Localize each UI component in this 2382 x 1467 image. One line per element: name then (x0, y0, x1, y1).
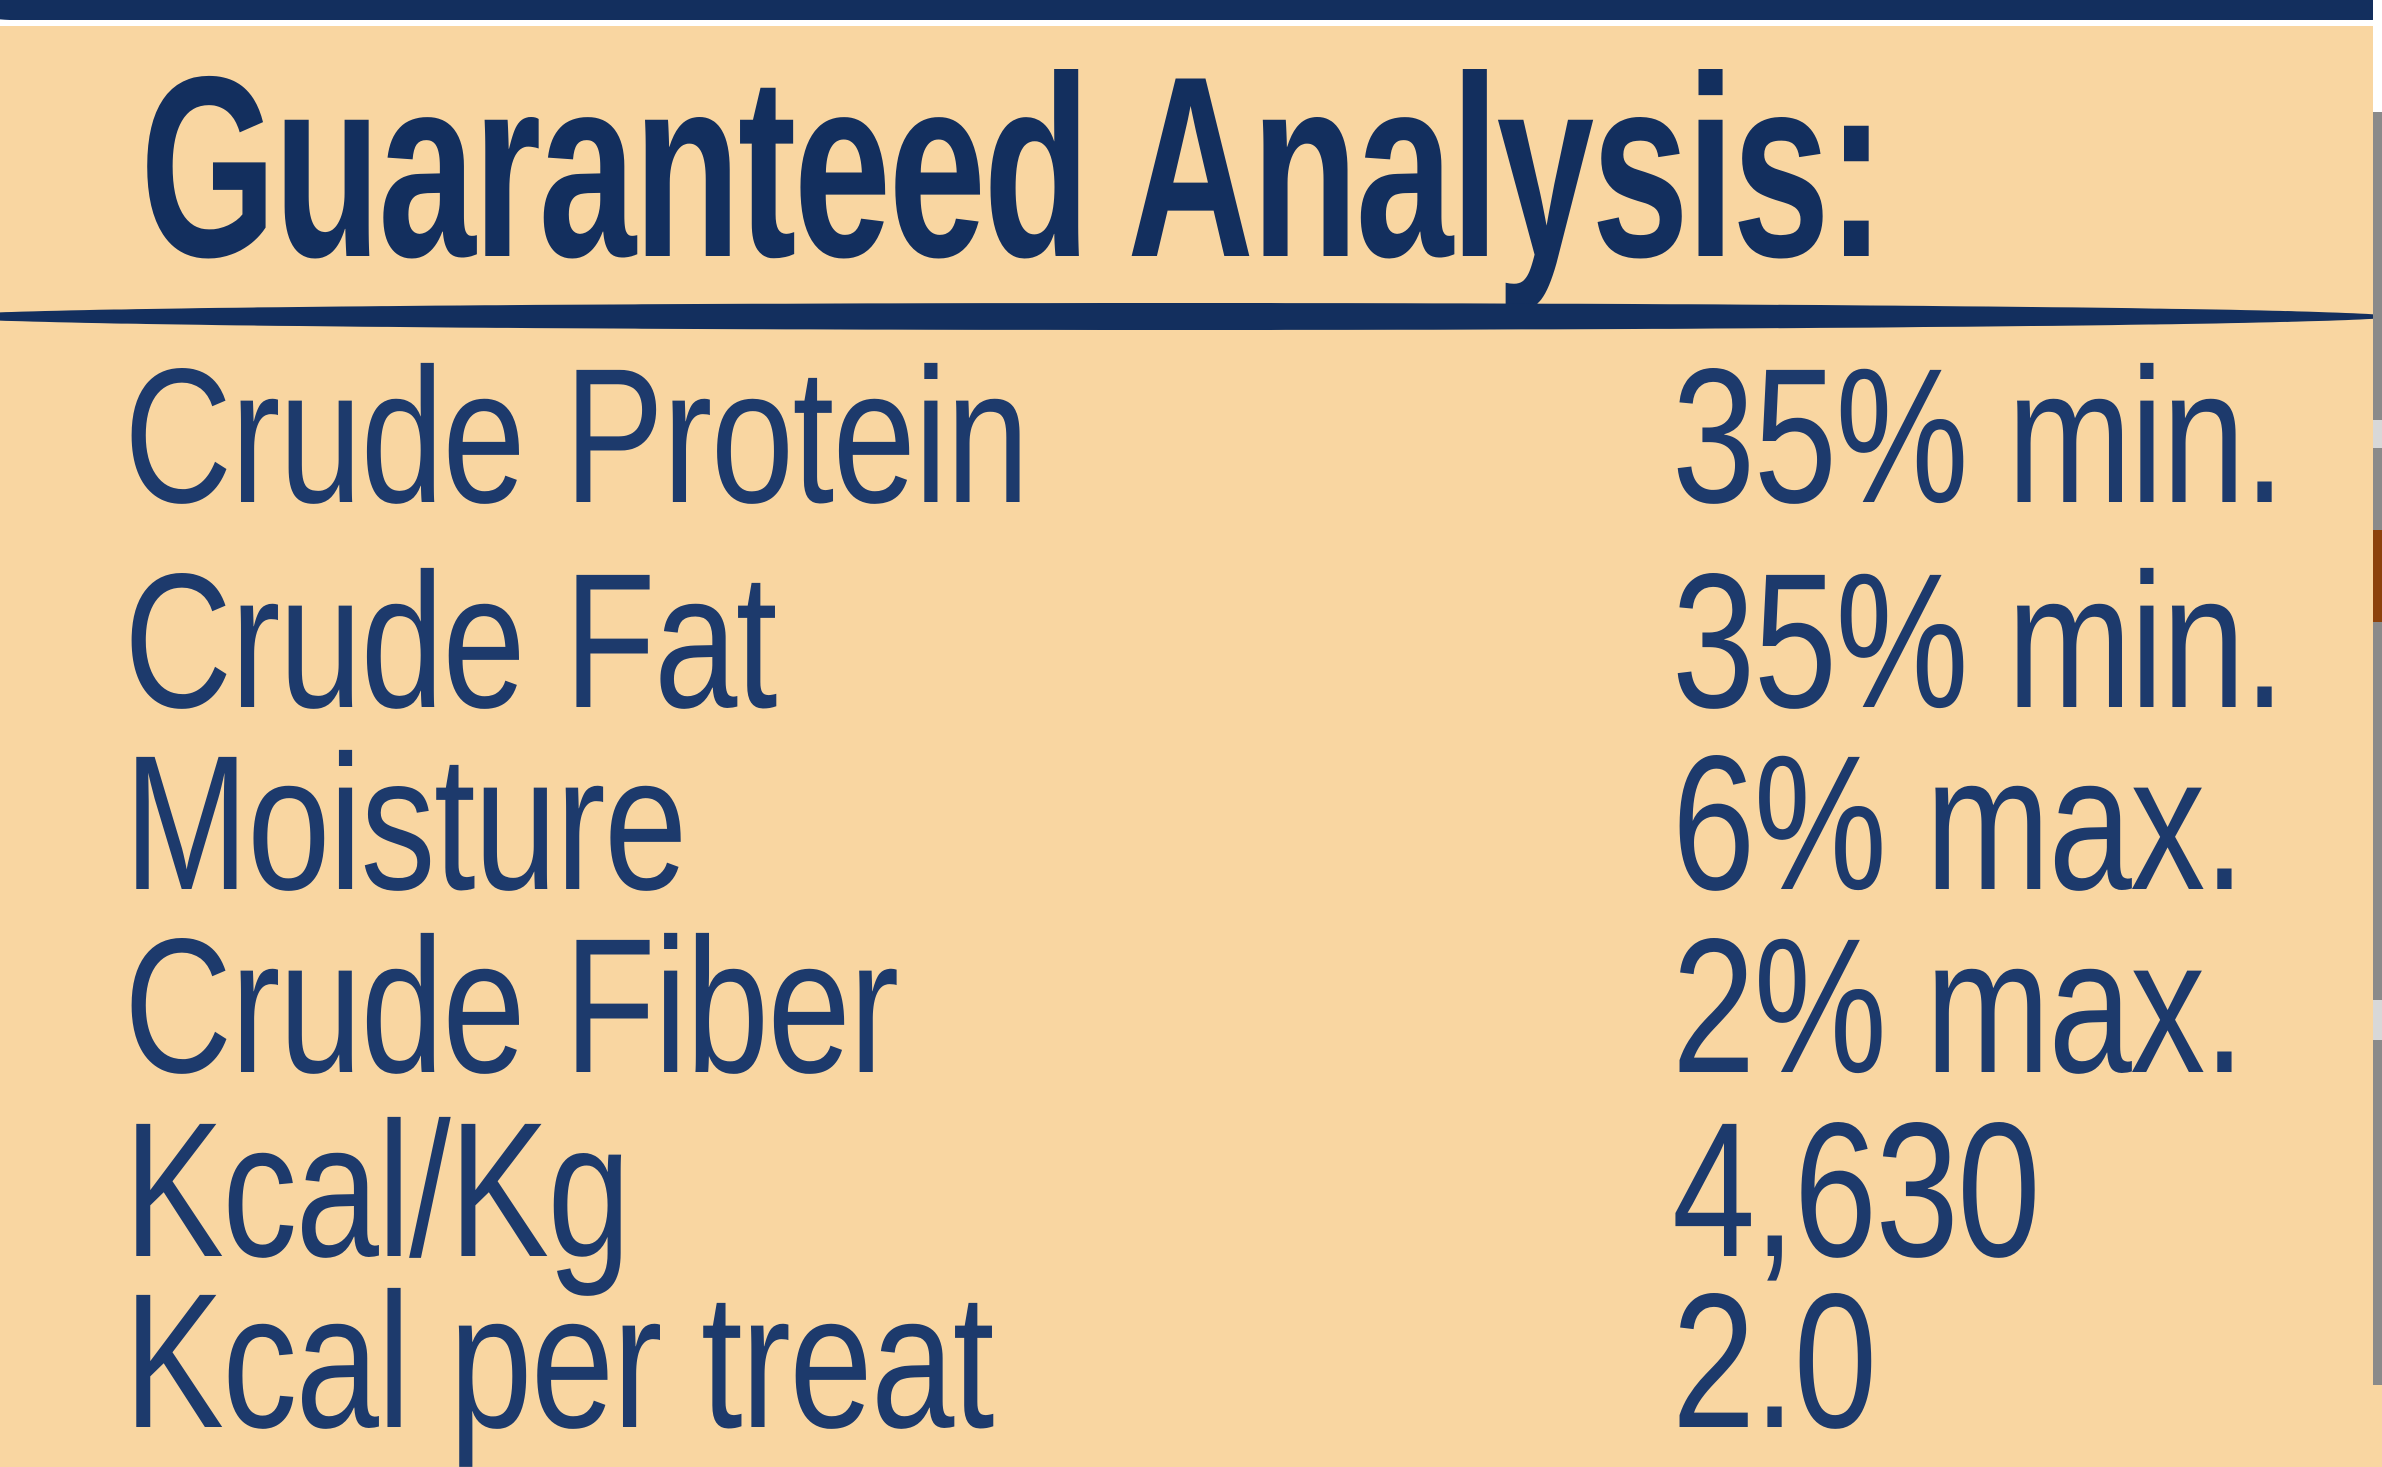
analysis-row: Kcal/Kg 4,630 (0, 1094, 2382, 1294)
analysis-label: Kcal per treat (124, 1253, 994, 1467)
analysis-row: Moisture 6% max. (0, 727, 2382, 927)
top-navy-bar (0, 0, 2382, 20)
analysis-value: 35% min. (1672, 328, 2285, 543)
analysis-label: Moisture (124, 715, 687, 930)
analysis-label: Kcal/Kg (124, 1082, 631, 1297)
analysis-label: Crude Fat (124, 533, 777, 748)
analysis-row: Kcal per treat 2.0 (0, 1265, 2382, 1465)
analysis-label: Crude Fiber (124, 898, 899, 1113)
right-edge-white-segment (2373, 0, 2382, 112)
analysis-value: 35% min. (1672, 533, 2285, 748)
right-edge-light-segment (2373, 420, 2382, 448)
analysis-row: Crude Protein 35% min. (0, 340, 2382, 540)
panel-title: Guaranteed Analysis: (140, 22, 1886, 311)
right-edge-brown-segment (2373, 530, 2382, 622)
analysis-row: Crude Fiber 2% max. (0, 910, 2382, 1110)
analysis-value: 2% max. (1672, 898, 2245, 1113)
analysis-row: Crude Fat 35% min. (0, 545, 2382, 745)
analysis-value: 6% max. (1672, 715, 2245, 930)
analysis-label: Crude Protein (124, 328, 1029, 543)
right-edge-light-segment (2373, 1000, 2382, 1040)
right-edge-strip (2373, 0, 2382, 1467)
analysis-value: 4,630 (1672, 1082, 2041, 1297)
analysis-value: 2.0 (1672, 1253, 1877, 1467)
title-divider-rule (0, 303, 2382, 330)
right-edge-peach-segment (2373, 1385, 2382, 1467)
